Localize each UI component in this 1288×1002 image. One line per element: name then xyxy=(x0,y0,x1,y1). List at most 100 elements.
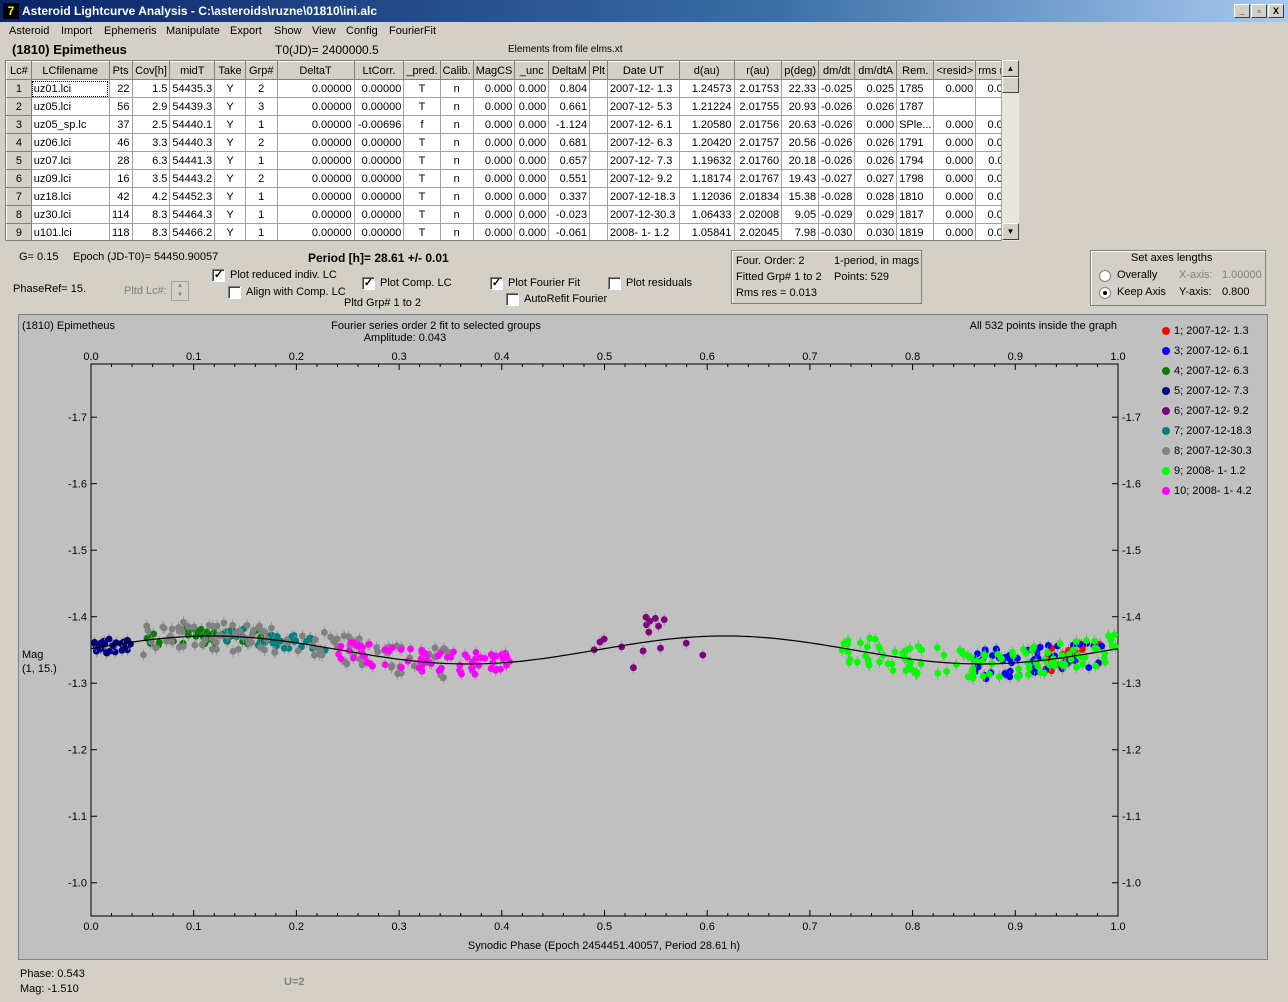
table-cell[interactable]: 3.5 xyxy=(132,169,171,188)
plot-reduced-label[interactable]: Plot reduced indiv. LC xyxy=(230,269,337,281)
table-cell[interactable]: 7.98 xyxy=(781,223,820,240)
table-cell[interactable]: uz18.lci xyxy=(31,187,110,206)
table-cell[interactable]: uz09.lci xyxy=(31,169,110,188)
table-cell[interactable]: 0.00000 xyxy=(277,169,355,188)
table-cell[interactable]: 1 xyxy=(245,187,278,206)
row-header[interactable]: 3 xyxy=(6,115,32,134)
table-cell[interactable]: 2.01767 xyxy=(734,169,783,188)
table-cell[interactable]: 1787 xyxy=(896,97,935,116)
table-cell[interactable] xyxy=(589,187,608,206)
table-cell[interactable]: 2.5 xyxy=(132,115,171,134)
table-cell[interactable]: 2007-12- 7.3 xyxy=(607,151,680,170)
table-cell[interactable]: -1.124 xyxy=(548,115,591,134)
table-cell[interactable]: 0.000 xyxy=(514,133,550,152)
table-cell[interactable]: 0.00000 xyxy=(277,133,355,152)
table-cell[interactable]: 2007-12- 6.3 xyxy=(607,133,680,152)
table-cell[interactable]: n xyxy=(440,97,474,116)
table-cell[interactable]: 0.000 xyxy=(473,115,516,134)
table-cell[interactable]: 2.01756 xyxy=(734,115,783,134)
autorefit-checkbox[interactable] xyxy=(506,293,519,306)
menu-asteroid[interactable]: Asteroid xyxy=(9,25,50,37)
table-cell[interactable]: 22.33 xyxy=(781,79,820,98)
table-cell[interactable]: uz01.lci xyxy=(31,79,110,98)
table-cell[interactable]: 0.000 xyxy=(933,151,977,170)
table-cell[interactable]: uz30.lci xyxy=(31,205,110,224)
table-cell[interactable]: 0.000 xyxy=(514,151,550,170)
table-cell[interactable]: n xyxy=(440,133,474,152)
table-cell[interactable]: 0.337 xyxy=(548,187,591,206)
table-cell[interactable]: 1 xyxy=(245,151,278,170)
table-cell[interactable]: 54443.2 xyxy=(169,169,216,188)
table-cell[interactable]: n xyxy=(440,151,474,170)
table-cell[interactable]: 1.21224 xyxy=(679,97,735,116)
plot-residuals-checkbox[interactable] xyxy=(608,277,621,290)
overally-label[interactable]: Overally xyxy=(1117,269,1158,281)
column-header[interactable]: Pts xyxy=(108,61,133,80)
table-cell[interactable]: 0.657 xyxy=(548,151,591,170)
table-cell[interactable]: n xyxy=(440,187,474,206)
plot-residuals-label[interactable]: Plot residuals xyxy=(626,277,693,289)
table-cell[interactable]: 0.00000 xyxy=(277,115,355,134)
table-cell[interactable]: -0.023 xyxy=(548,205,591,224)
table-cell[interactable]: 0.00000 xyxy=(354,169,405,188)
menu-import[interactable]: Import xyxy=(61,25,93,37)
table-cell[interactable]: 0.000 xyxy=(514,187,550,206)
table-cell[interactable]: 2.01755 xyxy=(734,97,783,116)
column-header[interactable]: Take xyxy=(214,61,246,80)
restore-button[interactable]: ▫ xyxy=(1251,4,1267,18)
table-cell[interactable]: T xyxy=(403,187,441,206)
table-cell[interactable]: 20.18 xyxy=(781,151,820,170)
table-cell[interactable]: 0.000 xyxy=(854,115,898,134)
table-cell[interactable]: 0.00000 xyxy=(354,79,405,98)
menu-export[interactable]: Export xyxy=(230,25,262,37)
table-row[interactable]: 3 uz05_sp.lc 37 2.5 54440.1 Y 1 0.00000 -0.00696… xyxy=(6,115,1018,134)
lightcurve-table[interactable]: Lc# LCfilename Pts Cov[h] midT Take Grp# DeltaT… xyxy=(5,60,1019,241)
table-cell[interactable]: 9.05 xyxy=(781,205,820,224)
column-header[interactable]: DeltaM xyxy=(548,61,591,80)
menu-fourierfit[interactable]: FourierFit xyxy=(389,25,437,37)
table-cell[interactable]: 54439.3 xyxy=(169,97,216,116)
row-header[interactable]: 4 xyxy=(6,133,32,152)
table-cell[interactable]: 2007-12- 5.3 xyxy=(607,97,680,116)
close-button[interactable]: X xyxy=(1268,4,1284,18)
table-cell[interactable]: -0.026 xyxy=(818,97,856,116)
table-cell[interactable]: Y xyxy=(214,205,246,224)
table-cell[interactable]: 0.551 xyxy=(548,169,591,188)
table-cell[interactable]: n xyxy=(440,115,474,134)
table-cell[interactable]: 0.029 xyxy=(854,205,898,224)
scroll-down-button[interactable]: ▼ xyxy=(1002,223,1019,240)
table-cell[interactable]: 1.20420 xyxy=(679,133,735,152)
table-cell[interactable]: 2 xyxy=(245,169,278,188)
row-header[interactable]: 1 xyxy=(6,79,32,98)
table-cell[interactable]: 2.01757 xyxy=(734,133,783,152)
column-header[interactable]: Calib. xyxy=(439,61,474,80)
table-cell[interactable]: uz06.lci xyxy=(31,133,110,152)
table-cell[interactable]: 19.43 xyxy=(781,169,820,188)
table-cell[interactable]: 2.01760 xyxy=(734,151,783,170)
table-cell[interactable]: 0.000 xyxy=(933,133,977,152)
table-cell[interactable] xyxy=(589,151,608,170)
table-cell[interactable]: 8.3 xyxy=(132,205,171,224)
table-cell[interactable]: n xyxy=(440,205,474,224)
table-cell[interactable]: 1.5 xyxy=(132,79,171,98)
minimize-button[interactable]: _ xyxy=(1234,4,1250,18)
column-header[interactable]: Date UT xyxy=(606,61,680,80)
table-cell[interactable]: 0.000 xyxy=(514,169,550,188)
table-cell[interactable]: 0.00000 xyxy=(354,97,405,116)
table-cell[interactable]: 0.000 xyxy=(514,223,550,240)
table-cell[interactable]: n xyxy=(440,79,474,98)
table-cell[interactable]: uz05_sp.lc xyxy=(31,115,110,134)
table-cell[interactable]: Y xyxy=(214,151,246,170)
table-cell[interactable]: 0.00000 xyxy=(354,223,405,240)
table-cell[interactable]: 4.2 xyxy=(132,187,171,206)
table-cell[interactable]: 20.93 xyxy=(781,97,820,116)
table-cell[interactable]: 0.00000 xyxy=(277,205,355,224)
table-cell[interactable]: 1810 xyxy=(896,187,935,206)
table-cell[interactable]: 0.00000 xyxy=(354,205,405,224)
table-cell[interactable]: T xyxy=(403,97,441,116)
table-cell[interactable]: 2.02045 xyxy=(734,223,783,240)
